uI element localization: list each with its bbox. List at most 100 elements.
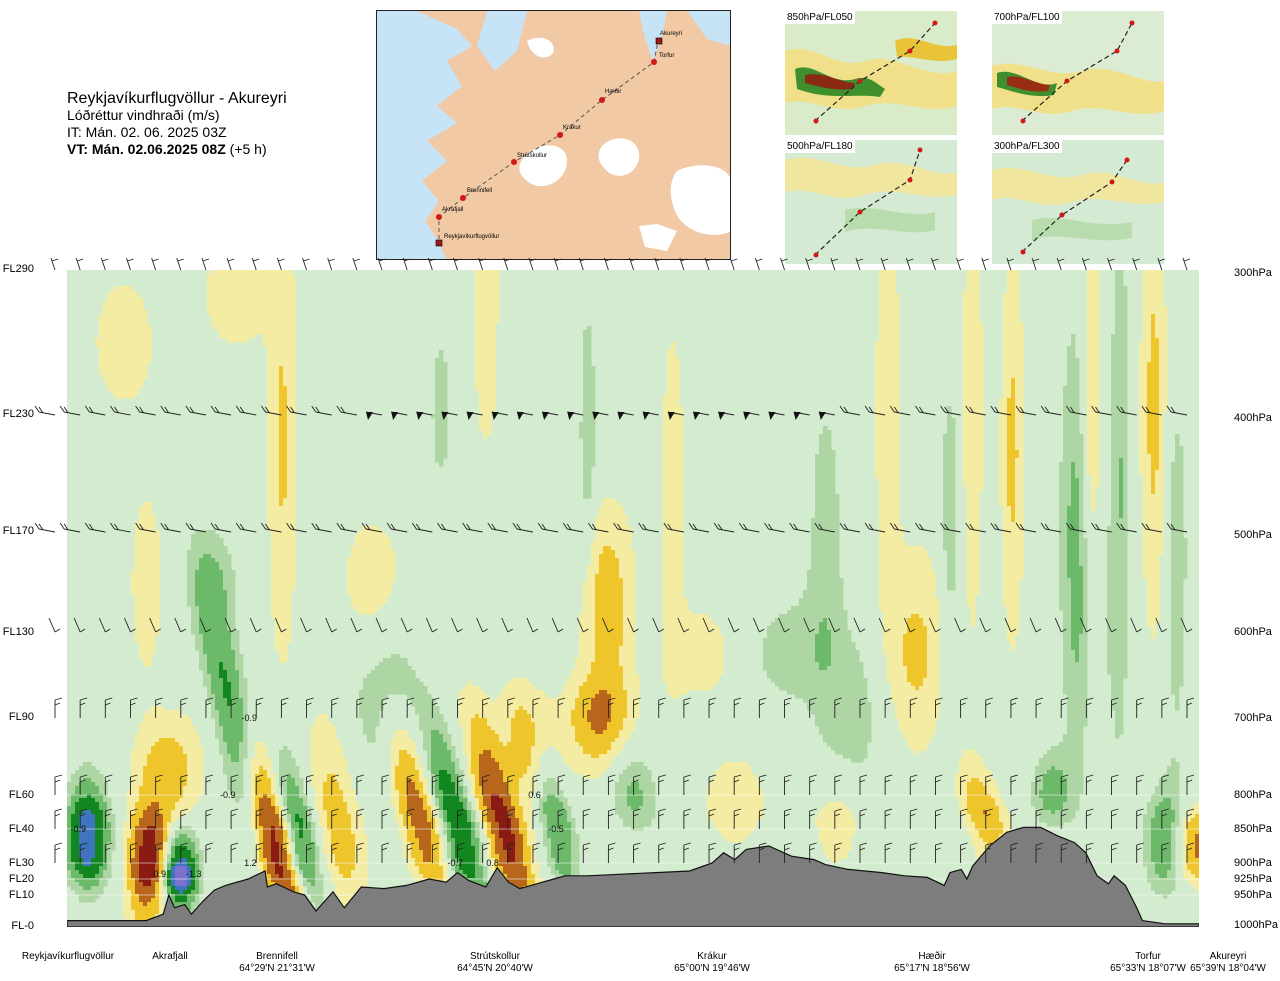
wind-barb [227, 258, 235, 262]
field-cell [355, 862, 368, 867]
field-cell [947, 574, 956, 579]
field-cell [707, 814, 764, 819]
wind-barb [306, 808, 314, 812]
field-cell [207, 274, 296, 279]
field-cell [827, 618, 848, 623]
field-cell [1087, 426, 1100, 431]
field-cell [1111, 374, 1128, 379]
field-cell [207, 658, 236, 663]
field-cell [875, 374, 900, 379]
field-cell [1123, 514, 1128, 519]
field-cell [407, 786, 416, 791]
field-cell [263, 338, 296, 343]
field-cell [815, 722, 872, 727]
field-cell [583, 478, 592, 483]
field-cell [819, 662, 832, 667]
field-cell [1147, 418, 1160, 423]
wind-barb [583, 842, 591, 846]
wind-barb [583, 628, 589, 633]
wind-barb [331, 628, 337, 633]
field-cell [235, 654, 244, 659]
field-cell [127, 862, 132, 867]
field-cell [1115, 318, 1128, 323]
field-cell [227, 594, 236, 599]
field-cell [1015, 378, 1024, 383]
field-cell [299, 822, 304, 827]
wind-barb [532, 702, 539, 706]
field-cell [1151, 470, 1156, 475]
field-cell [99, 806, 108, 811]
field-cell [143, 714, 188, 719]
field-cell [943, 502, 956, 507]
wind-barb [768, 528, 785, 533]
field-cell [435, 358, 444, 363]
field-cell [579, 646, 596, 651]
field-cell [251, 782, 256, 787]
field-cell [1155, 870, 1168, 875]
wind-barb [281, 702, 287, 706]
field-cell [487, 834, 496, 839]
field-cell [1087, 414, 1100, 419]
field-cell [479, 418, 492, 423]
field-cell [767, 626, 820, 631]
field-cell [467, 810, 472, 815]
field-cell [339, 870, 352, 875]
wind-barb [331, 808, 339, 812]
field-cell [663, 414, 684, 419]
field-cell [1067, 354, 1076, 359]
wind-barb [1006, 257, 1012, 271]
field-cell [591, 554, 600, 559]
field-cell [143, 662, 152, 667]
wind-barb [633, 847, 639, 851]
wind-barb [969, 523, 975, 531]
wind-barb [592, 528, 609, 533]
field-cell [1171, 614, 1184, 619]
field-cell [1043, 806, 1064, 811]
wind-barb [1141, 405, 1147, 413]
field-cell [779, 686, 868, 691]
field-cell [103, 310, 148, 315]
field-cell [619, 558, 636, 563]
wind-barb [79, 813, 86, 817]
field-cell [123, 894, 132, 899]
field-cell [1111, 510, 1120, 515]
wind-barb [139, 523, 144, 531]
field-cell [515, 842, 524, 847]
field-cell [475, 774, 480, 779]
field-cell [663, 470, 684, 475]
wind-barb [59, 522, 65, 530]
field-cell [531, 866, 540, 871]
wind-barb [935, 779, 941, 783]
field-cell [159, 854, 164, 859]
field-cell [91, 886, 104, 891]
field-cell [287, 794, 300, 799]
field-cell [1143, 854, 1152, 859]
field-cell [1171, 538, 1188, 543]
field-cell [535, 726, 576, 731]
field-cell [947, 422, 956, 427]
wind-barb [1120, 411, 1137, 416]
field-cell [711, 778, 760, 783]
field-cell [623, 586, 636, 591]
field-cell [987, 790, 1000, 795]
field-cell [1159, 362, 1168, 367]
field-cell [491, 826, 500, 831]
field-cell [1087, 314, 1100, 319]
wind-barb [429, 258, 436, 262]
field-cell [803, 590, 844, 595]
field-cell [963, 382, 984, 387]
wind-barb [884, 628, 891, 633]
field-cell [643, 794, 656, 799]
field-cell [155, 826, 164, 831]
field-cell [483, 822, 488, 827]
field-cell [199, 606, 228, 611]
field-cell [1111, 458, 1120, 463]
field-cell [303, 870, 316, 875]
wind-barb [708, 779, 715, 783]
field-cell [1159, 462, 1164, 467]
field-cell [311, 754, 344, 759]
field-cell [1171, 850, 1176, 855]
field-cell [963, 362, 984, 367]
wind-barb [683, 628, 690, 633]
field-cell [943, 474, 956, 479]
